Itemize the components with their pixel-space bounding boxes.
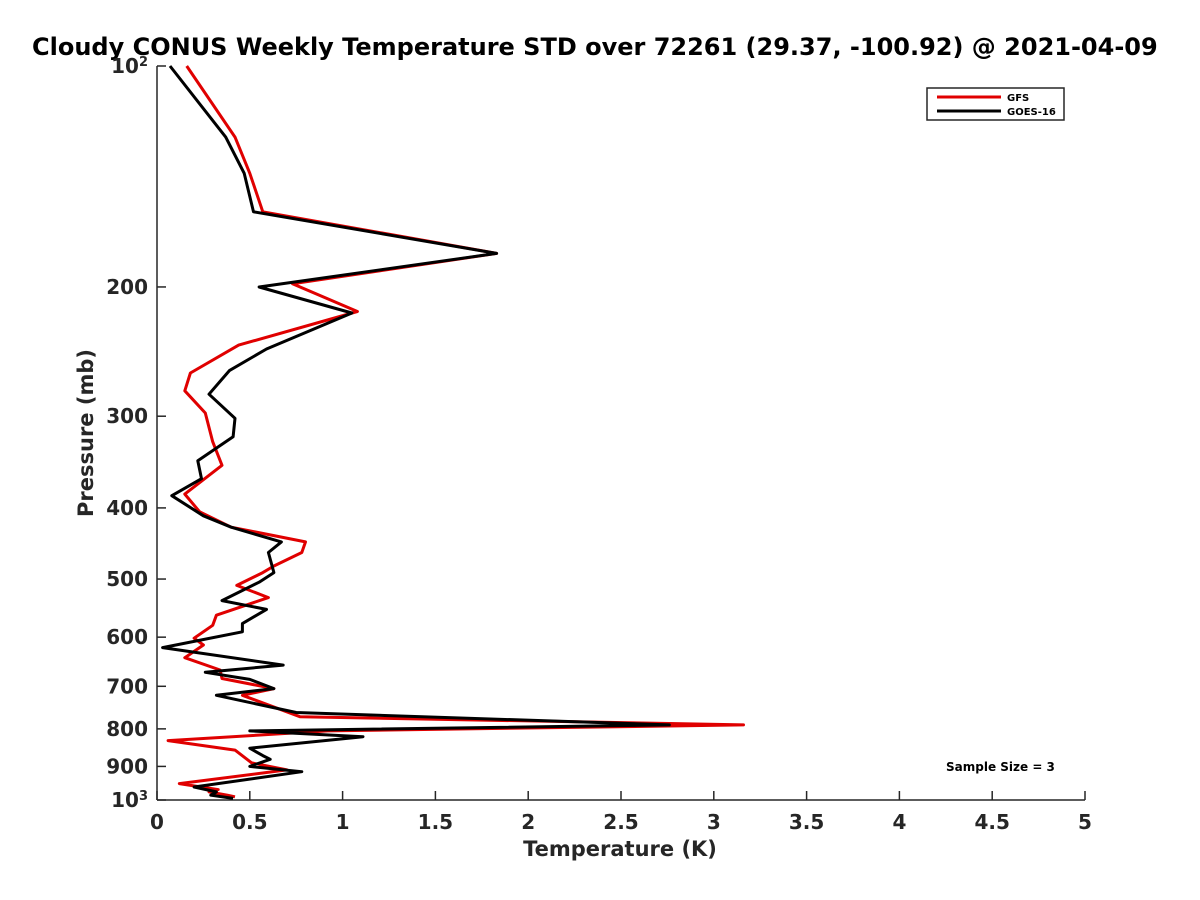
x-tick-label: 0.5 — [232, 810, 267, 834]
y-tick-label: 103 — [111, 788, 148, 812]
y-tick-label: 900 — [106, 754, 148, 778]
y-tick-label: 600 — [106, 625, 148, 649]
y-tick-label: 200 — [106, 275, 148, 299]
y-axis-ticks: 102 200 300 400 500 600 700 800 900 103 — [106, 54, 166, 812]
y-tick-label: 800 — [106, 717, 148, 741]
x-tick-label: 2.5 — [603, 810, 638, 834]
x-tick-label: 5 — [1078, 810, 1092, 834]
x-tick-label: 1.5 — [418, 810, 453, 834]
x-tick-label: 1 — [336, 810, 350, 834]
x-tick-label: 2 — [521, 810, 535, 834]
legend: GFS GOES-16 — [926, 87, 1065, 121]
y-tick-label: 700 — [106, 674, 148, 698]
sample-size-annotation: Sample Size = 3 — [946, 760, 1055, 774]
x-tick-label: 4.5 — [974, 810, 1009, 834]
series-layer — [161, 65, 745, 800]
y-tick-label: 300 — [106, 404, 148, 428]
x-tick-label: 3.5 — [789, 810, 824, 834]
x-axis-ticks: 0 0.5 1 1.5 2 2.5 3 3.5 4 4.5 5 — [150, 791, 1092, 834]
legend-entry-label: GOES-16 — [1007, 107, 1056, 118]
x-tick-label: 4 — [892, 810, 906, 834]
legend-entry-label: GFS — [1007, 93, 1029, 104]
y-axis-label: Pressure (mb) — [74, 349, 98, 517]
series-line-gfs — [166, 65, 745, 799]
x-tick-label: 3 — [707, 810, 721, 834]
y-tick-label: 400 — [106, 496, 148, 520]
series-line-goes-16 — [161, 65, 671, 800]
x-axis-label: Temperature (K) — [523, 837, 717, 861]
plot-area — [156, 66, 1085, 801]
chart-title: Cloudy CONUS Weekly Temperature STD over… — [32, 33, 1158, 61]
legend-box — [926, 87, 1065, 121]
y-tick-label: 102 — [111, 54, 148, 78]
x-tick-label: 0 — [150, 810, 164, 834]
y-tick-label: 500 — [106, 567, 148, 591]
